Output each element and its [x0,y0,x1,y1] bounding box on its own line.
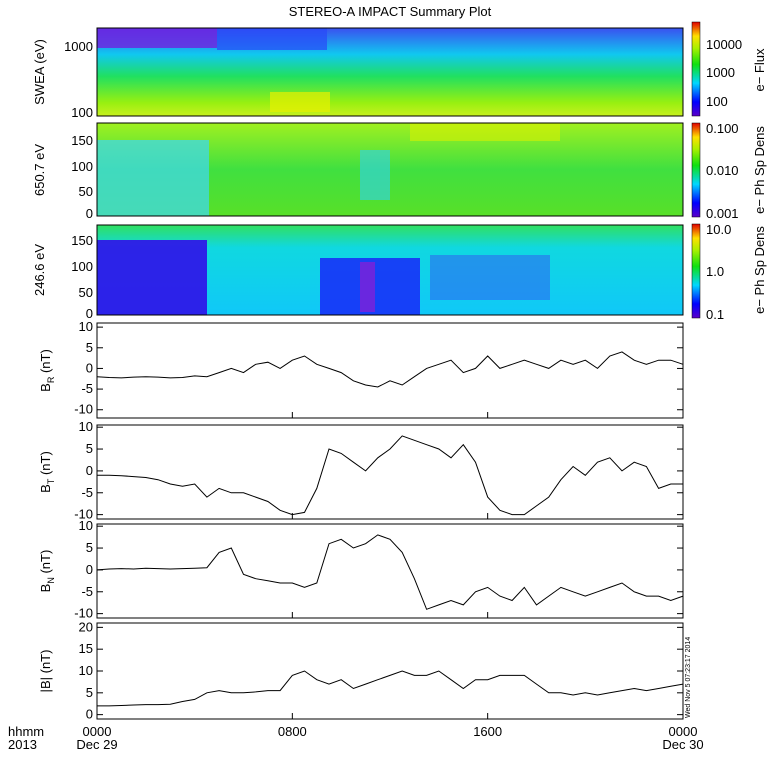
y-tick-label: 10 [79,518,93,533]
y-tick-label: -5 [81,381,93,396]
y-tick-label: -5 [81,485,93,500]
time-axis-row2-label: 2013 [8,737,37,752]
y-tick-label: 15 [79,641,93,656]
spectrogram-panel-246eV: 246.6 eV 150 100 50 0 10.0 1.0 0.1 e− Ph… [32,222,767,322]
line-panel-ylabel: BR (nT) [38,349,56,392]
time-axis-row1-label: hhmm [8,724,44,739]
spectrogram-246eV-ytick: 150 [71,233,93,248]
spectrogram-246eV-ytick: 0 [86,306,93,321]
spectrogram-246eV-feature-hot [360,262,375,312]
spectrogram-246eV-ylabel: 246.6 eV [32,244,47,296]
line-panel-ylabel: BT (nT) [38,451,56,493]
line-panels: 10 5 0 -5 -10 BR (nT) 10 5 0 -5 -10 BT (nT) 10 5 0 -5 -1… [38,319,684,722]
colorbar-swea-tick: 10000 [706,37,742,52]
spectrogram-swea-frame [96,27,684,117]
series-line [97,435,683,516]
line-panel-frame [96,424,684,520]
y-tick-label: -10 [74,402,93,417]
colorbar-swea-tick: 100 [706,94,728,109]
colorbar-246eV-label: e− Ph Sp Dens [752,226,767,314]
colorbar-246eV [691,223,701,319]
colorbar-650eV-tick: 0.001 [706,206,739,221]
line-panel-ylabel: BN (nT) [38,550,56,593]
time-tick-label: 0000 [83,724,112,739]
series-line [97,670,684,707]
y-tick-label: 10 [79,663,93,678]
y-tick-label: 0 [86,360,93,375]
line-panel-2: 10 5 0 -5 -10 BT (nT) [38,419,684,522]
time-tick-label: 0000 [669,724,698,739]
y-tick-label: 10 [79,319,93,334]
time-tick-label: 1600 [473,724,502,739]
spectrogram-swea-feature-hot [270,92,330,112]
spectrogram-246eV-ytick: 100 [71,259,93,274]
colorbar-246eV-tick: 1.0 [706,264,724,279]
y-tick-label: 0 [86,562,93,577]
spectrogram-650eV-feature-low [97,140,209,216]
time-tick-date: Dec 29 [76,737,117,752]
spectrogram-650eV-ytick: 100 [71,159,93,174]
y-tick-label: 5 [86,685,93,700]
y-tick-label: 5 [86,540,93,555]
spectrogram-650eV-frame [96,122,684,217]
spectrogram-panel-650eV: 650.7 eV 150 100 50 0 0.100 0.010 0.001 … [32,121,767,221]
y-tick-label: -10 [74,606,93,621]
colorbar-swea-tick: 1000 [706,65,735,80]
colorbar-650eV [691,122,701,218]
line-panel-4: 20 15 10 5 0 |B| (nT) [38,619,684,722]
y-tick-label: 5 [86,441,93,456]
spectrogram-swea-ytick: 100 [71,105,93,120]
spectrogram-246eV-feature-block [97,240,207,315]
colorbar-650eV-tick: 0.100 [706,121,739,136]
spectrogram-246eV-feature-mid [430,255,550,300]
y-tick-label: 0 [86,707,93,722]
y-tick-label: -5 [81,584,93,599]
line-panel-3: 10 5 0 -5 -10 BN (nT) [38,518,684,621]
y-tick-label: -10 [74,507,93,522]
colorbar-246eV-tick: 10.0 [706,222,731,237]
spectrogram-panel-swea: SWEA (eV) 1000 100 10000 1000 100 e− Flu… [32,21,767,120]
spectrogram-swea-feature-band [217,28,327,50]
timestamp-stamp: Wed Nov 5 07:23:17 2014 [685,637,692,718]
colorbar-swea-label: e− Flux [752,48,767,91]
series-line [96,351,684,388]
spectrogram-650eV-feature-cyan [360,150,390,200]
colorbar-650eV-tick: 0.010 [706,163,739,178]
spectrogram-650eV-ylabel: 650.7 eV [32,144,47,196]
y-tick-label: 5 [86,340,93,355]
spectrogram-swea-ylabel: SWEA (eV) [32,39,47,105]
time-tick-label: 0800 [278,724,307,739]
line-panel-frame [96,322,684,419]
spectrogram-swea-ytick: 1000 [64,39,93,54]
y-tick-label: 0 [86,463,93,478]
line-panel-1: 10 5 0 -5 -10 BR (nT) [38,319,684,419]
line-panel-ylabel: |B| (nT) [38,650,53,693]
spectrogram-swea-feature-top [97,28,217,48]
time-tick-date: Dec 30 [662,737,703,752]
colorbar-swea [691,21,701,117]
spectrogram-650eV-ytick: 0 [86,206,93,221]
y-tick-label: 10 [79,419,93,434]
spectrogram-246eV-ytick: 50 [79,285,93,300]
series-line [96,534,684,610]
spectrogram-650eV-ytick: 50 [79,184,93,199]
spectrogram-246eV-frame [96,224,684,316]
line-panel-frame [96,622,684,720]
spectrogram-650eV-ytick: 150 [71,133,93,148]
y-tick-label: 20 [79,619,93,634]
plot-title: STEREO-A IMPACT Summary Plot [289,4,492,19]
spectrogram-650eV-feature-top [410,123,560,141]
colorbar-650eV-label: e− Ph Sp Dens [752,126,767,214]
line-panel-frame [96,523,684,619]
colorbar-246eV-tick: 0.1 [706,307,724,322]
